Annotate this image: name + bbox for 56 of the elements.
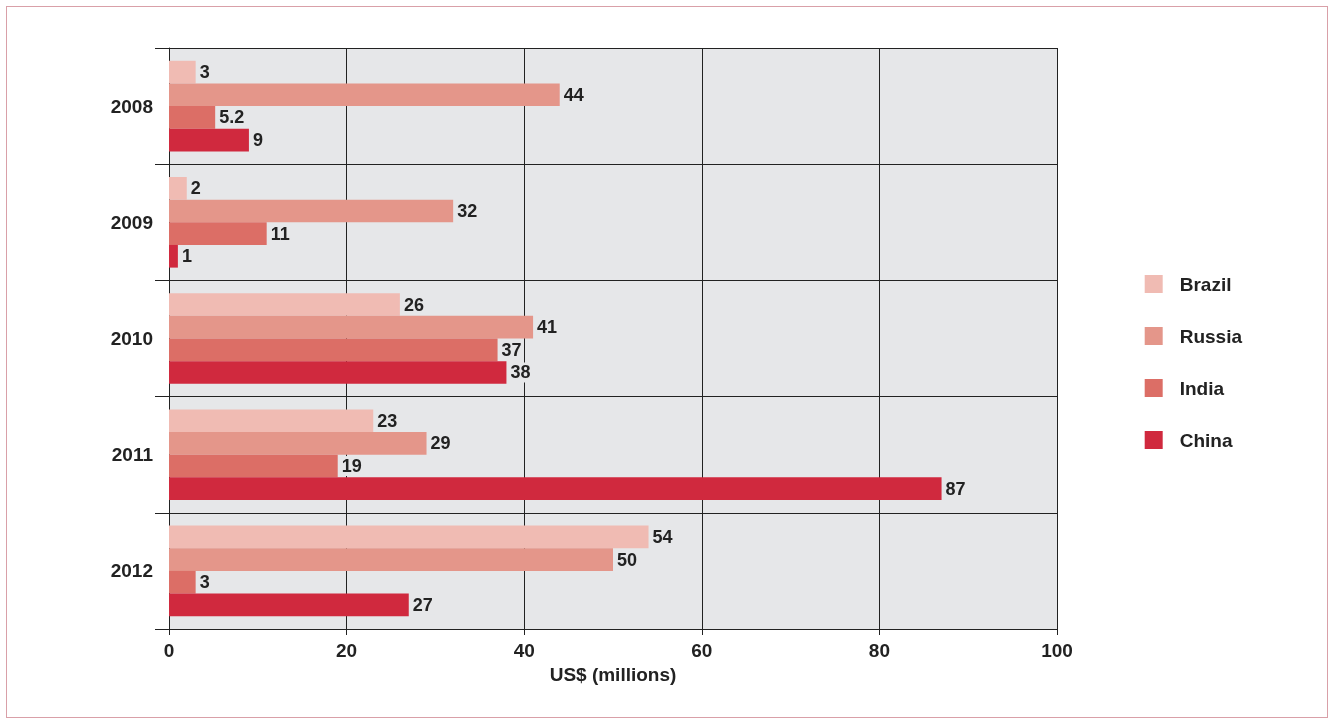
y-tick-label: 2011 <box>111 444 154 466</box>
bar <box>169 244 178 268</box>
x-tick-label: 60 <box>691 640 713 661</box>
bar <box>169 199 454 223</box>
bar <box>169 128 249 152</box>
bar <box>169 338 498 362</box>
bar <box>169 83 560 107</box>
data-label: 19 <box>341 456 362 477</box>
data-label: 9 <box>252 130 263 151</box>
bar <box>169 593 409 617</box>
bar <box>169 409 374 433</box>
x-tick-label: 20 <box>336 640 358 661</box>
bar <box>169 293 400 316</box>
data-label: 50 <box>617 549 638 570</box>
x-axis-title: US$ (millions) <box>549 664 677 685</box>
bar <box>169 432 427 455</box>
y-tick-label: 2008 <box>110 95 153 117</box>
data-label: 26 <box>403 294 424 315</box>
data-label: 5.2 <box>219 107 245 128</box>
data-label: 41 <box>537 317 558 338</box>
data-label: 23 <box>377 410 398 431</box>
x-tick-label: 80 <box>868 640 890 661</box>
data-label: 38 <box>510 362 531 383</box>
data-label: 29 <box>430 433 451 454</box>
y-tick-label: 2009 <box>110 211 153 233</box>
bar <box>169 222 267 245</box>
data-label: 32 <box>457 200 478 221</box>
bar <box>169 315 534 339</box>
bar <box>169 176 187 200</box>
data-label: 27 <box>412 594 433 615</box>
bar <box>169 106 216 129</box>
bar <box>169 548 613 571</box>
x-tick-label: 100 <box>1041 640 1073 661</box>
data-label: 37 <box>501 339 522 360</box>
bar <box>169 477 942 501</box>
data-label: 1 <box>181 246 192 267</box>
legend-label: China <box>1179 429 1233 451</box>
x-tick-label: 0 <box>163 640 175 661</box>
data-label: 2 <box>190 178 201 199</box>
y-tick-label: 2012 <box>110 560 153 582</box>
data-label: 44 <box>563 84 584 105</box>
legend-label: Russia <box>1179 325 1243 347</box>
legend-label: Brazil <box>1179 273 1232 295</box>
bar <box>169 361 507 384</box>
data-label: 3 <box>199 572 210 593</box>
x-tick-label: 40 <box>513 640 535 661</box>
data-label: 3 <box>199 62 210 83</box>
bar <box>169 454 338 478</box>
bar <box>169 525 649 549</box>
data-label: 54 <box>652 526 673 547</box>
y-tick-label: 2010 <box>110 328 153 349</box>
legend-label: India <box>1179 377 1225 399</box>
bar <box>169 570 196 594</box>
data-label: 11 <box>270 223 290 244</box>
bar <box>169 60 196 84</box>
data-label: 87 <box>945 478 966 499</box>
